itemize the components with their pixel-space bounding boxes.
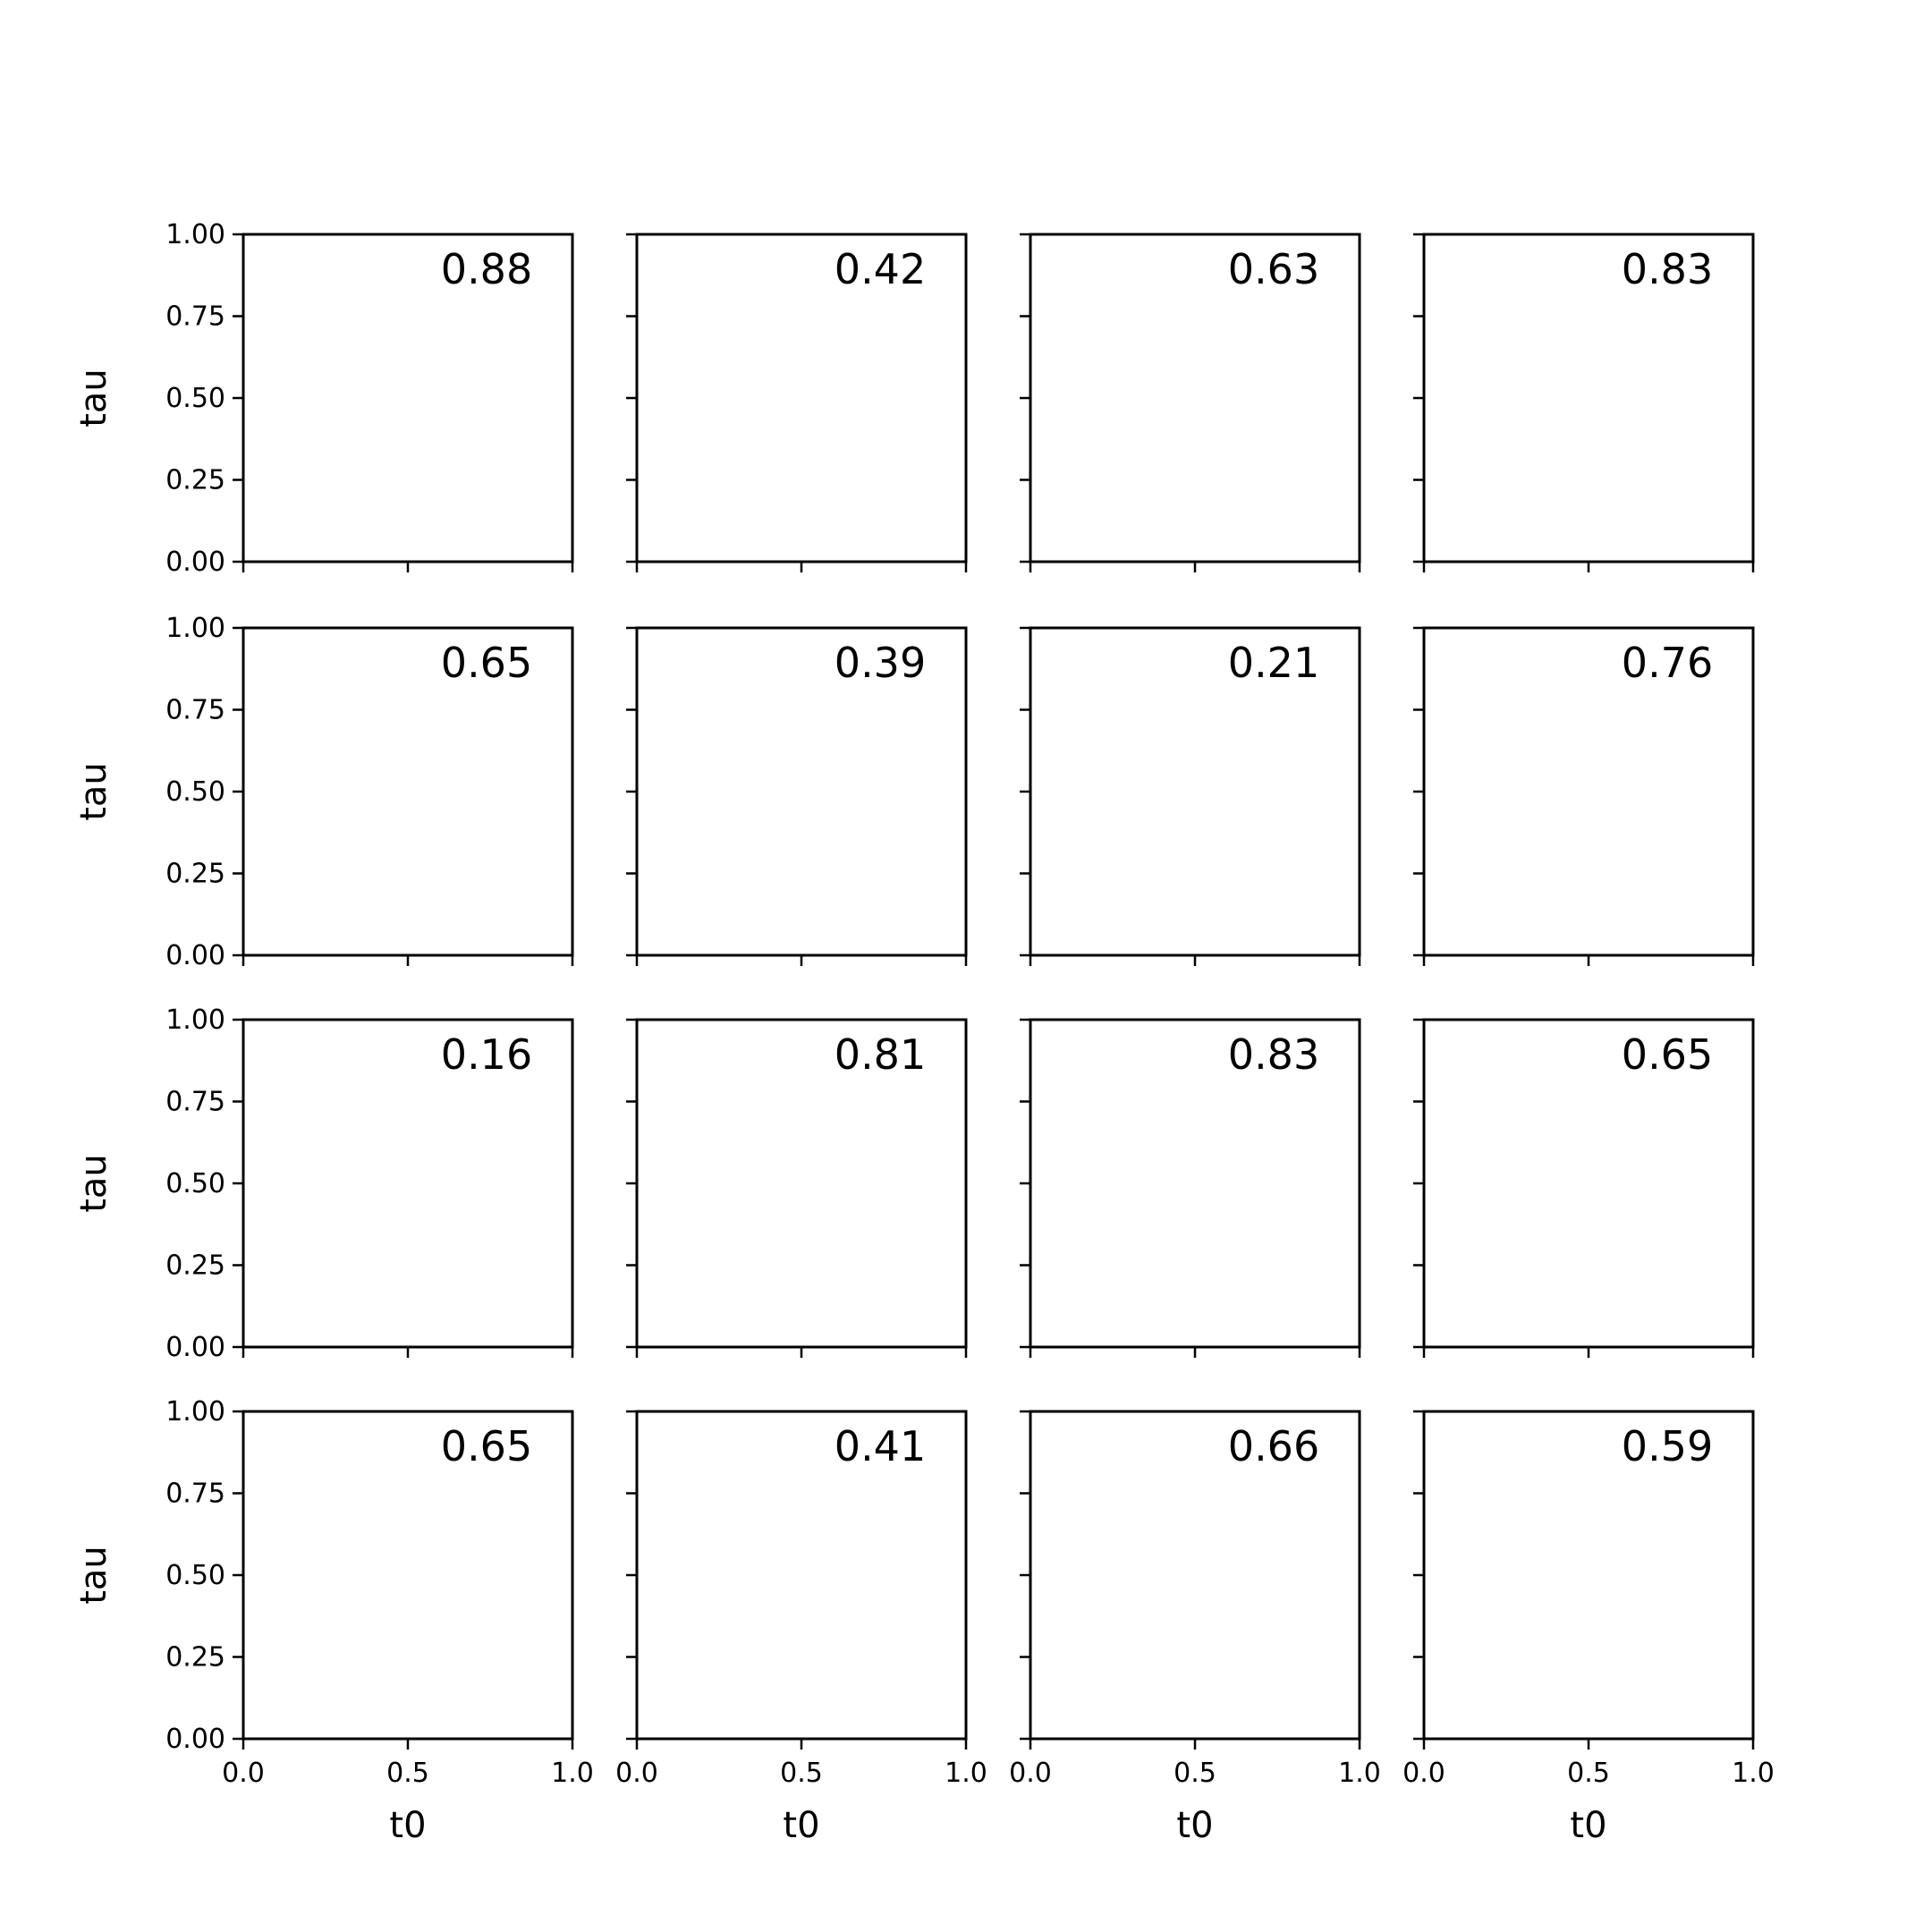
red-point-214 (1364, 383, 1368, 387)
blue-point-534 (1361, 408, 1366, 412)
blue-point-1001 (552, 564, 556, 569)
blue-point-236 (1363, 355, 1368, 360)
blue-point-790 (381, 565, 386, 570)
blue-point-521 (1362, 391, 1367, 395)
red-point-758 (575, 470, 580, 474)
blue-point-464 (1362, 364, 1367, 369)
red-point-830 (235, 481, 240, 486)
blue-point-813 (1362, 340, 1367, 344)
blue-point-156 (1362, 350, 1367, 354)
panel-0-0: 0.00 0.25 0.50 0.75 1.00 0.88 tau (73, 219, 580, 578)
blue-point-873 (349, 564, 353, 569)
axes-frame (635, 233, 968, 564)
blue-point-781 (1361, 339, 1366, 343)
red-point-174 (239, 543, 243, 547)
blue-point-908 (419, 565, 424, 570)
red-point-312 (1361, 325, 1366, 329)
blue-point-41 (1364, 381, 1368, 386)
red-point-424 (474, 564, 479, 568)
score-annotation: 0.88 (441, 245, 532, 293)
red-point-428 (1361, 434, 1366, 438)
red-point-27 (237, 531, 242, 536)
blue-point-721 (351, 563, 355, 567)
red-point-349 (236, 509, 241, 513)
blue-point-490 (1361, 395, 1366, 400)
red-point-705 (238, 498, 242, 503)
blue-point-322 (1361, 325, 1366, 329)
y-tick-label: 0.75 (165, 301, 225, 333)
red-point-489 (375, 565, 379, 570)
red-point-483 (1360, 390, 1365, 394)
axes-frame (242, 233, 574, 564)
red-point-73 (1360, 281, 1365, 285)
red-point-202 (401, 565, 405, 570)
red-point-557 (415, 564, 419, 568)
red-point-274 (238, 518, 242, 522)
blue-point-100 (1362, 330, 1367, 335)
blue-point-453 (1362, 331, 1367, 335)
red-point-107 (576, 564, 580, 568)
blue-point-42 (1360, 394, 1365, 399)
blue-point-940 (366, 564, 370, 568)
red-point-25 (1361, 410, 1366, 414)
blue-point-8 (1360, 321, 1365, 326)
red-point-476 (473, 565, 478, 570)
red-point-236 (239, 515, 243, 520)
red-point-248 (1362, 335, 1367, 340)
panel-0-2: 0.63 (1020, 225, 1368, 572)
blue-point-960 (556, 564, 561, 569)
blue-point-472 (1362, 280, 1367, 284)
blue-point-553 (1361, 302, 1366, 307)
y-tick-label: 0.25 (165, 465, 225, 496)
score-annotation: 0.42 (835, 245, 926, 293)
blue-point-124 (1362, 250, 1367, 255)
red-point-197 (547, 565, 552, 570)
y-axis-label: tau (73, 369, 114, 428)
red-point-564 (373, 564, 377, 568)
y-tick-label: 0.50 (165, 383, 225, 414)
blue-point-662 (1362, 291, 1367, 295)
red-point-189 (1301, 225, 1306, 230)
red-point-70 (310, 564, 315, 568)
y-tick-label: 0.00 (165, 547, 225, 578)
red-point-392 (514, 565, 519, 570)
panel-0-1: 0.42 (626, 233, 968, 572)
blue-point-976 (560, 563, 564, 567)
blue-point-802 (361, 566, 366, 571)
blue-point-355 (1361, 349, 1366, 353)
y-tick-label: 1.00 (165, 219, 225, 250)
